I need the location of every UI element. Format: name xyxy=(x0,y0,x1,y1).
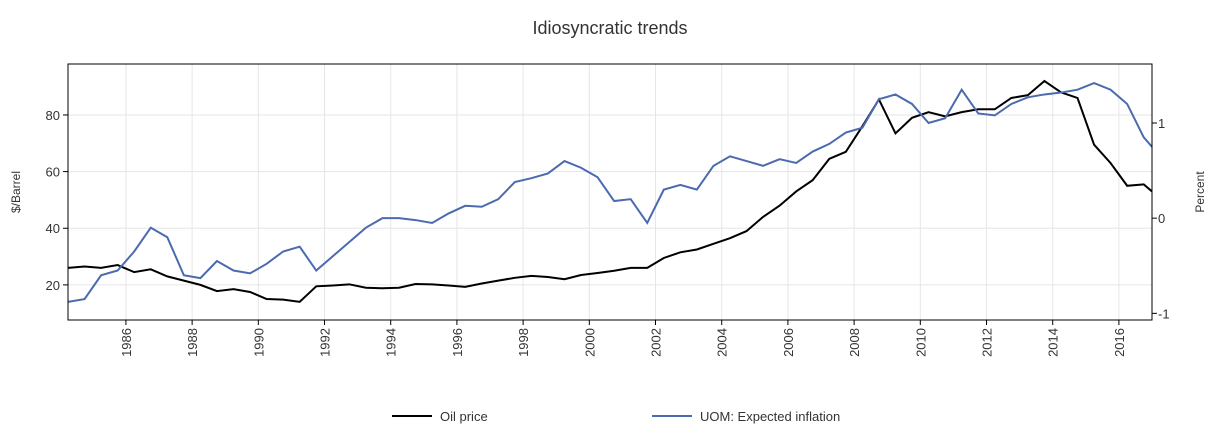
y-tick-label: 80 xyxy=(46,108,60,123)
x-tick-label: 2014 xyxy=(1046,328,1061,357)
y-axis-label: $/Barrel xyxy=(9,171,23,213)
y2-tick-label: 1 xyxy=(1158,116,1165,131)
x-tick-label: 2002 xyxy=(649,328,664,357)
legend-label: Oil price xyxy=(440,409,488,424)
y-tick-label: 20 xyxy=(46,278,60,293)
x-tick-label: 2008 xyxy=(847,328,862,357)
y2-tick-label: -1 xyxy=(1158,306,1170,321)
x-tick-label: 2010 xyxy=(913,328,928,357)
x-tick-label: 1986 xyxy=(119,328,134,357)
x-tick-label: 2000 xyxy=(582,328,597,357)
x-tick-label: 1996 xyxy=(450,328,465,357)
y-tick-label: 40 xyxy=(46,221,60,236)
legend-label: UOM: Expected inflation xyxy=(700,409,840,424)
line-series xyxy=(67,79,1153,303)
chart-title: Idiosyncratic trends xyxy=(532,18,687,38)
x-tick-label: 2012 xyxy=(980,328,995,357)
x-tick-label: 1988 xyxy=(185,328,200,357)
y2-axis-label: Percent xyxy=(1193,171,1207,213)
y-tick-label: 60 xyxy=(46,165,60,180)
x-tick-label: 1990 xyxy=(251,328,266,357)
x-tick-label: 1998 xyxy=(516,328,531,357)
line-series xyxy=(67,81,1153,303)
x-tick-label: 1992 xyxy=(318,328,333,357)
x-tick-label: 2016 xyxy=(1112,328,1127,357)
plot-frame xyxy=(67,63,1153,321)
y2-tick-label: 0 xyxy=(1158,211,1165,226)
x-tick-label: 2006 xyxy=(781,328,796,357)
x-tick-label: 2004 xyxy=(715,328,730,357)
x-tick-label: 1994 xyxy=(384,328,399,357)
